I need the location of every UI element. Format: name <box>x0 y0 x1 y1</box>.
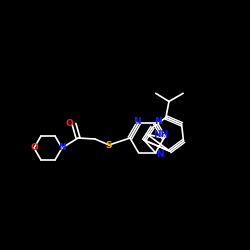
Text: N: N <box>154 117 161 126</box>
Text: O: O <box>65 118 73 128</box>
Text: NH: NH <box>153 130 168 139</box>
Text: N: N <box>58 144 66 152</box>
Text: S: S <box>106 140 112 149</box>
Text: N: N <box>133 117 140 126</box>
Text: N: N <box>156 150 163 159</box>
Text: O: O <box>30 144 38 152</box>
